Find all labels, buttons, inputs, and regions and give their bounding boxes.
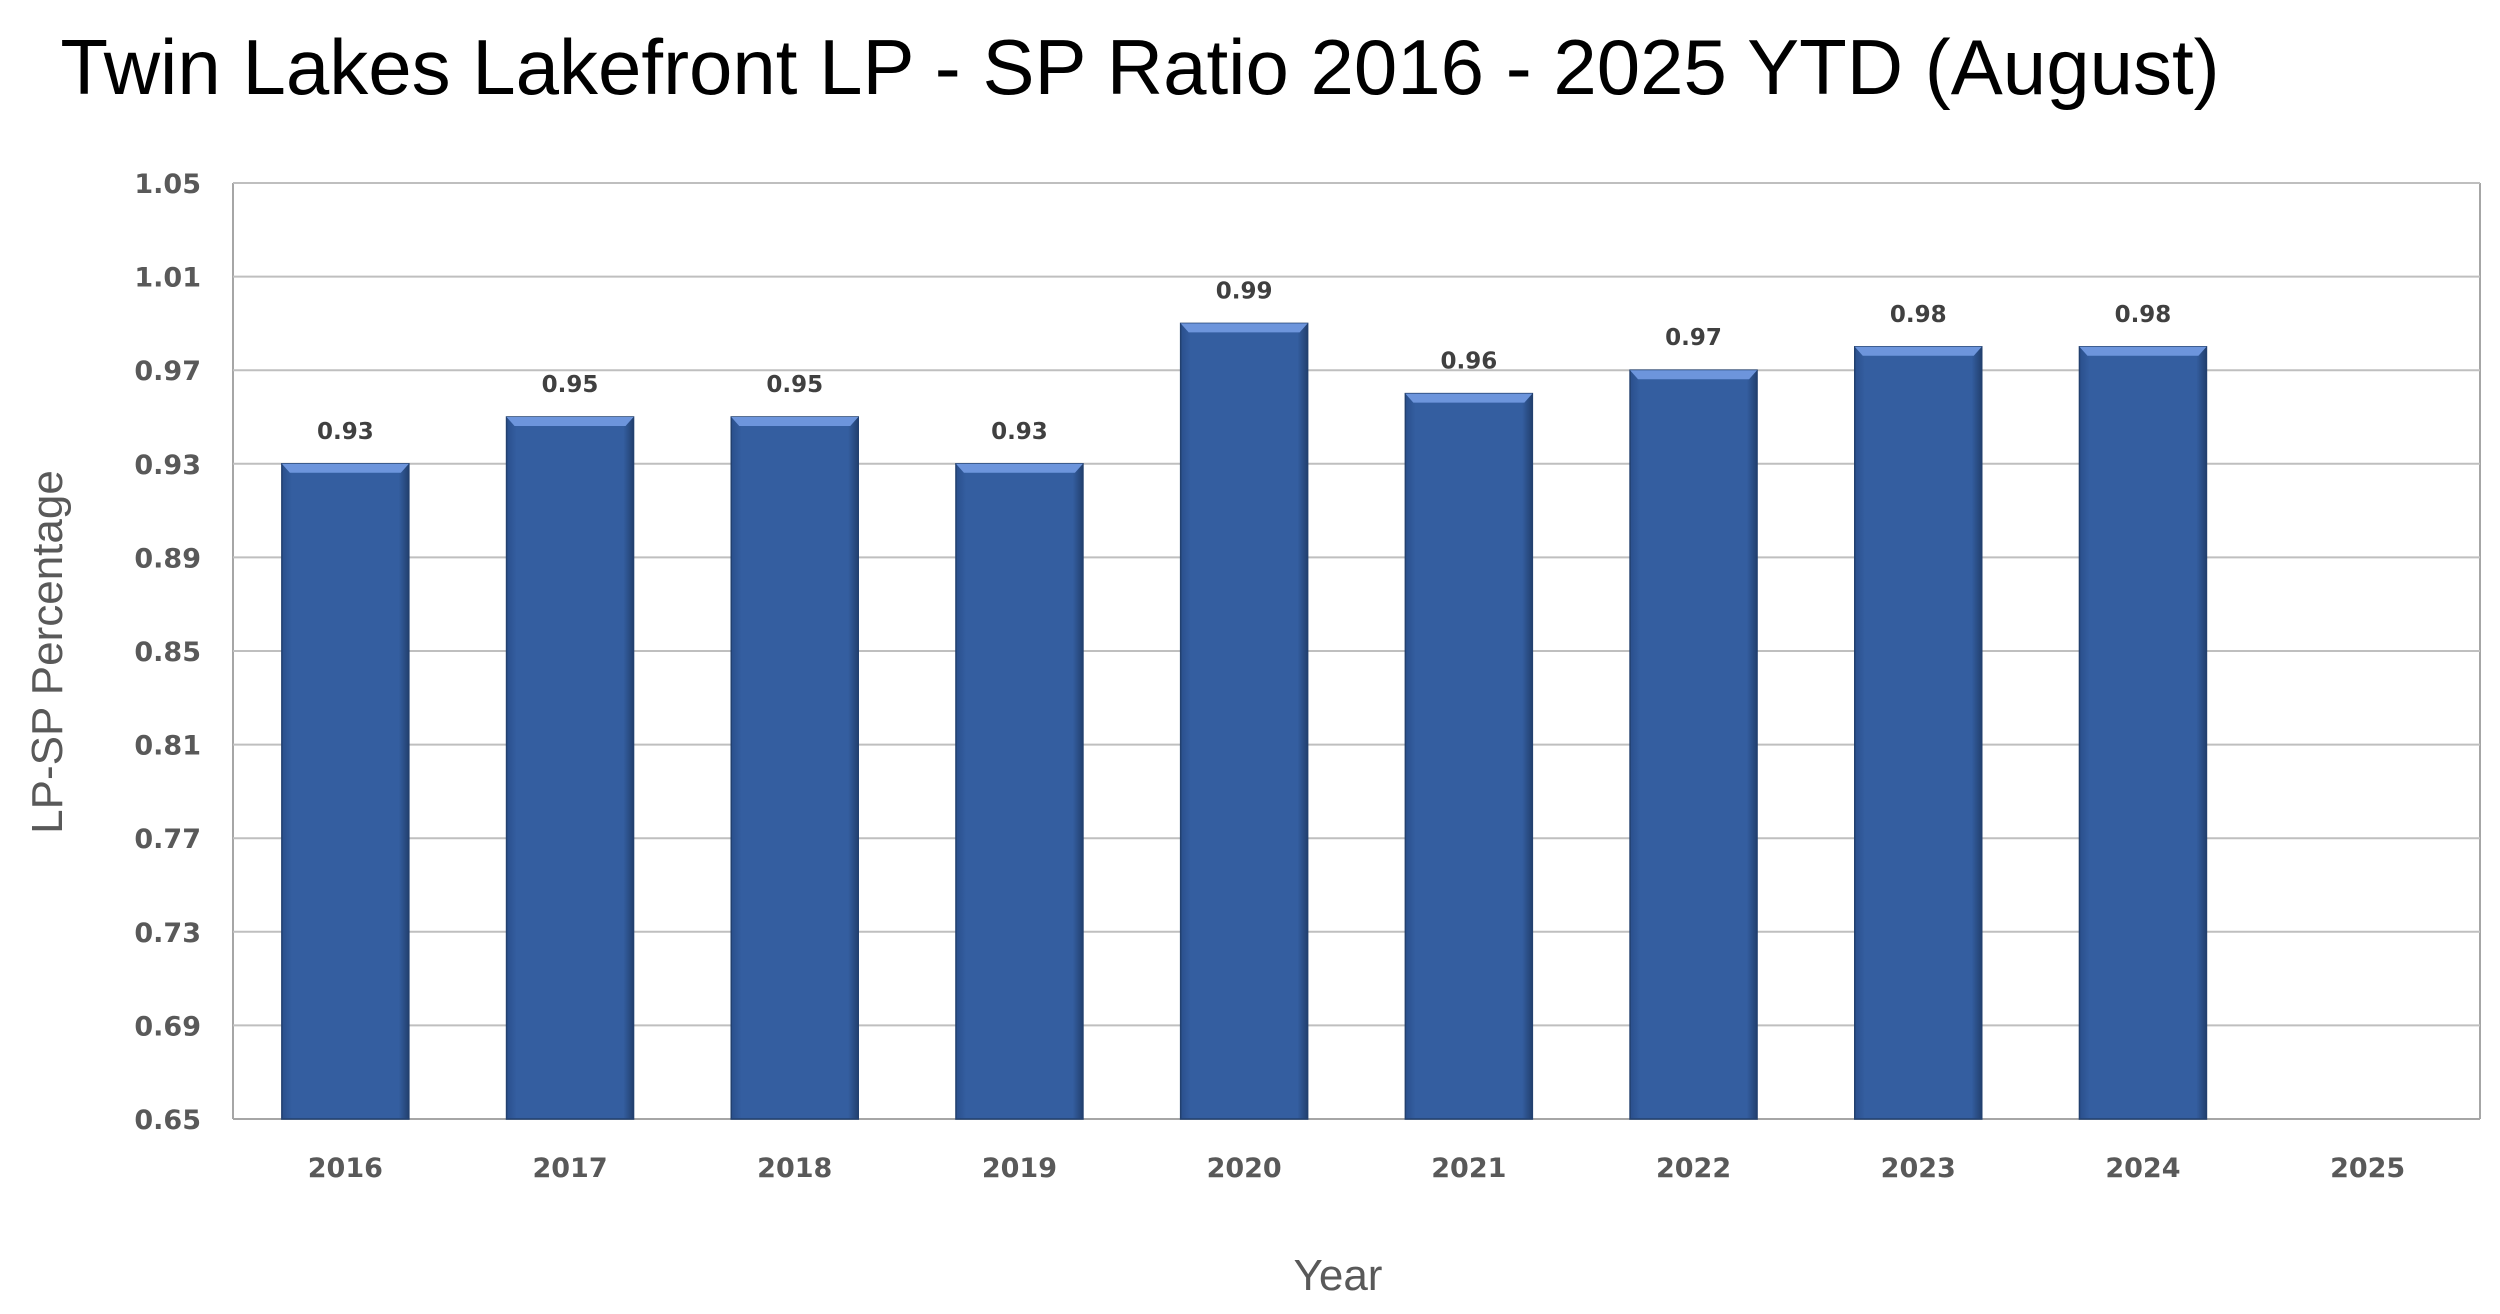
bar [281, 463, 410, 1120]
bar-body [1179, 322, 1309, 1120]
data-label: 0.93 [991, 419, 1048, 445]
y-tick-label: 1.05 [134, 169, 201, 200]
bar-bevel [2079, 346, 2207, 356]
data-label: 0.93 [317, 419, 374, 445]
bar-bevel [281, 463, 409, 473]
bar-bevel [1405, 393, 1533, 403]
bar-body [1854, 346, 1983, 1120]
x-tick-label: 2021 [1431, 1153, 1506, 1184]
x-tick-label: 2023 [1881, 1153, 1956, 1184]
bars [281, 322, 2208, 1120]
data-label: 0.99 [1216, 278, 1273, 304]
y-tick-label: 0.65 [134, 1105, 201, 1136]
x-tick-label: 2016 [308, 1153, 383, 1184]
bar-body [955, 463, 1084, 1120]
bar-body [1629, 369, 1758, 1120]
bar-bevel [731, 417, 859, 426]
data-label: 0.95 [766, 372, 823, 398]
x-tick-label: 2025 [2330, 1153, 2405, 1184]
y-axis-ticks: 0.65 0.69 0.73 0.77 0.81 0.85 0.89 0.93 0.97 1.01… [134, 169, 201, 1136]
y-tick-label: 0.81 [134, 731, 201, 762]
data-label: 0.96 [1440, 349, 1497, 375]
x-tick-label: 2024 [2105, 1153, 2180, 1184]
x-tick-label: 2018 [757, 1153, 832, 1184]
y-tick-label: 0.89 [134, 543, 201, 574]
bar-body [281, 463, 410, 1120]
y-tick-label: 0.77 [134, 824, 201, 855]
bar [1404, 392, 1534, 1120]
bar [1854, 346, 1983, 1120]
bar-bevel [955, 463, 1083, 473]
bar-body [2078, 346, 2208, 1120]
bar-body [505, 416, 635, 1120]
y-tick-label: 1.01 [134, 263, 201, 294]
bar-bevel [1180, 323, 1308, 333]
data-label: 0.98 [2115, 302, 2172, 328]
bar-body [730, 416, 859, 1120]
bar [2078, 346, 2208, 1120]
y-tick-label: 0.85 [134, 637, 201, 668]
bar [730, 416, 859, 1120]
x-axis-ticks: 2016 2017 2018 2019 2020 2021 2022 2023 2024 2025 [308, 1153, 2405, 1184]
x-tick-label: 2020 [1207, 1153, 1282, 1184]
data-label: 0.95 [542, 372, 599, 398]
bar-body [1404, 392, 1534, 1120]
y-tick-label: 0.73 [134, 918, 201, 949]
y-axis-label: LP-SP Percentage [23, 470, 72, 834]
y-tick-label: 0.97 [134, 356, 201, 387]
y-tick-label: 0.69 [134, 1011, 201, 1042]
data-label: 0.98 [1890, 302, 1947, 328]
x-tick-label: 2022 [1656, 1153, 1731, 1184]
x-tick-label: 2017 [532, 1153, 607, 1184]
chart-title-text: Twin Lakes Lakefront LP - SP Ratio 2016 … [60, 23, 2220, 111]
x-tick-label: 2019 [982, 1153, 1057, 1184]
data-label: 0.97 [1665, 325, 1722, 351]
bar [1629, 369, 1758, 1120]
x-axis-label: Year [1294, 1251, 1383, 1300]
bar [505, 416, 635, 1120]
bar-bevel [1854, 346, 1982, 356]
bar-bevel [1630, 370, 1758, 380]
y-tick-label: 0.93 [134, 450, 201, 481]
bar-bevel [506, 417, 634, 426]
bar [955, 463, 1084, 1120]
chart-title: Twin Lakes Lakefront LP - SP Ratio 2016 … [0, 22, 2500, 113]
data-labels: 0.93 0.95 0.95 0.93 0.99 0.96 0.97 0.98 0.98 [317, 278, 2171, 444]
bar [1179, 322, 1309, 1120]
